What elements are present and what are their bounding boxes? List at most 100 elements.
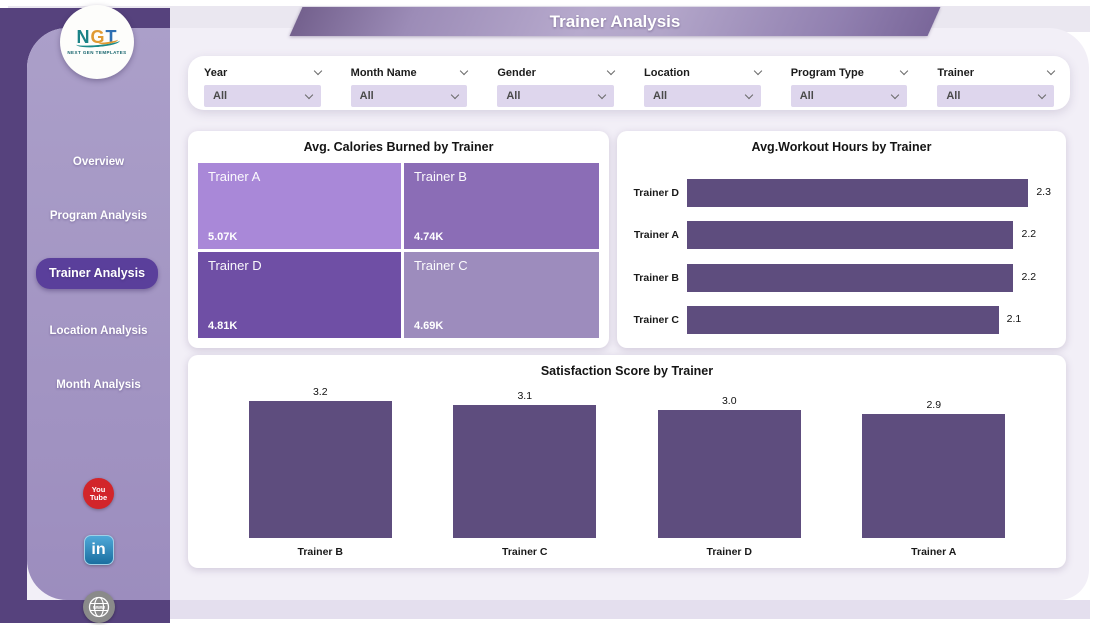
hbar-track: 2.2	[687, 221, 1056, 250]
logo-letter: N	[76, 26, 91, 47]
hbar-bar-trainer-b[interactable]	[687, 263, 1014, 292]
column-plot: 3.2 3.1 3.0 2.9	[218, 385, 1036, 538]
filter-location: Location All	[644, 65, 762, 110]
treemap-cell-value: 4.81K	[208, 320, 238, 332]
filter-header-trainer[interactable]: Trainer	[937, 65, 1056, 80]
youtube-icon-text: Tube	[89, 492, 108, 502]
website-globe-icon[interactable]: www	[82, 591, 115, 623]
chevron-down-icon	[744, 90, 753, 99]
sidebar-item-trainer-analysis[interactable]: Trainer Analysis	[36, 258, 158, 289]
chevron-down-icon	[313, 66, 322, 76]
youtube-icon-text: You	[91, 485, 106, 494]
filter-header-program-type[interactable]: Program Type	[791, 65, 909, 80]
hbar-bar-trainer-a[interactable]	[687, 221, 1014, 250]
hbar-category-label: Trainer B	[633, 271, 679, 284]
treemap-cell-trainer-b[interactable]: Trainer B 4.74K	[403, 163, 599, 249]
hbar-track: 2.3	[687, 179, 1056, 207]
filter-dropdown-trainer[interactable]: All	[937, 85, 1055, 107]
treemap-cell-name: Trainer A	[208, 169, 261, 184]
filter-dropdown-gender[interactable]: All	[497, 85, 615, 107]
linkedin-icon[interactable]: in	[83, 535, 114, 565]
treemap: Trainer A 5.07K Trainer B 4.74K Trainer D 4.8…	[198, 163, 599, 338]
filter-month-name: Month Name All	[350, 65, 469, 110]
ngt-logo: NGT NEXT GEN TEMPLATES	[60, 5, 134, 79]
filter-header-year[interactable]: Year	[204, 65, 322, 80]
hbar-bar-trainer-c[interactable]	[687, 305, 999, 334]
hbar-value-label: 2.1	[1006, 312, 1022, 325]
column-category-label: Trainer B	[297, 546, 344, 558]
svg-text:www: www	[91, 605, 105, 611]
hbar-row-trainer-d: Trainer D 2.3	[629, 179, 1056, 207]
sidebar-item-location-analysis[interactable]: Location Analysis	[49, 325, 148, 337]
column-category-label: Trainer D	[706, 546, 753, 558]
treemap-cell-trainer-a[interactable]: Trainer A 5.07K	[198, 163, 401, 249]
chevron-down-icon	[606, 66, 616, 76]
column-trainer-a: 2.9	[854, 399, 1014, 538]
hbar-plot: Trainer D 2.3 Trainer A 2.2 Trainer B 2.2 Trai…	[629, 179, 1056, 334]
column-value-label: 3.2	[312, 386, 328, 398]
chart-title: Avg.Workout Hours by Trainer	[751, 140, 932, 154]
treemap-cell-trainer-c[interactable]: Trainer C 4.69K	[403, 252, 599, 338]
column-value-label: 2.9	[926, 399, 942, 411]
filter-dropdown-year[interactable]: All	[204, 85, 321, 107]
filter-value: All	[946, 90, 961, 102]
column-bar-trainer-c[interactable]	[453, 405, 597, 538]
treemap-cell-trainer-d[interactable]: Trainer D 4.81K	[198, 252, 401, 338]
column-bar-trainer-a[interactable]	[862, 414, 1006, 538]
hbar-value-label: 2.2	[1021, 270, 1037, 283]
chevron-down-icon	[753, 66, 762, 76]
chevron-down-icon	[900, 66, 909, 76]
filter-label: Location	[644, 66, 690, 79]
hbar-row-trainer-a: Trainer A 2.2	[629, 221, 1056, 250]
column-value-label: 3.1	[517, 390, 533, 402]
filter-year: Year All	[204, 65, 322, 110]
column-axis-labels: Trainer B Trainer C Trainer D Trainer A	[218, 546, 1036, 558]
chevron-down-icon	[891, 90, 900, 99]
column-category-label: Trainer C	[501, 546, 548, 558]
youtube-icon[interactable]: You Tube	[83, 478, 114, 509]
filter-trainer: Trainer All	[937, 65, 1056, 110]
sidebar: Overview Program Analysis Trainer Analysis…	[27, 28, 170, 623]
chevron-down-icon	[304, 90, 313, 99]
filter-value: All	[506, 90, 521, 102]
filter-value: All	[359, 90, 374, 102]
sidebar-nav: Overview Program Analysis Trainer Analysis…	[27, 150, 170, 397]
hbar-row-trainer-b: Trainer B 2.2	[629, 263, 1056, 292]
sidebar-item-overview[interactable]: Overview	[72, 156, 125, 168]
filter-program-type: Program Type All	[790, 65, 909, 110]
chevron-down-icon	[597, 90, 607, 99]
column-trainer-d: 3.0	[649, 395, 809, 538]
calories-treemap-card: Avg. Calories Burned by Trainer Trainer …	[188, 131, 609, 348]
filter-value: All	[799, 90, 814, 102]
workout-hours-bar-card: Avg.Workout Hours by Trainer Trainer D 2.…	[617, 131, 1066, 348]
hbar-value-label: 2.2	[1021, 228, 1037, 241]
column-trainer-b: 3.2	[240, 386, 400, 538]
column-value-label: 3.0	[721, 395, 737, 407]
chevron-down-icon	[1037, 90, 1047, 99]
treemap-cell-value: 5.07K	[208, 231, 238, 243]
filter-bar: Year All Month Name All Gender All Location All…	[188, 56, 1070, 110]
logo-letter: T	[105, 26, 118, 47]
logo-letters: NGT	[76, 26, 118, 47]
sidebar-item-program-analysis[interactable]: Program Analysis	[49, 210, 148, 222]
logo-subtext: NEXT GEN TEMPLATES	[67, 49, 127, 55]
treemap-cell-value: 4.74K	[413, 231, 444, 243]
hbar-bar-trainer-d[interactable]	[687, 179, 1029, 207]
treemap-cell-value: 4.69K	[413, 320, 444, 332]
hbar-category-label: Trainer D	[633, 187, 679, 199]
filter-dropdown-location[interactable]: All	[644, 85, 761, 107]
column-bar-trainer-b[interactable]	[248, 401, 392, 538]
filter-value: All	[653, 90, 668, 102]
filter-label: Year	[204, 66, 228, 79]
filter-header-month-name[interactable]: Month Name	[351, 65, 469, 80]
chart-title: Avg. Calories Burned by Trainer	[303, 140, 494, 154]
page-title-banner: Trainer Analysis	[289, 7, 941, 36]
filter-dropdown-program-type[interactable]: All	[790, 85, 908, 107]
globe-svg: www	[88, 596, 109, 618]
filter-header-gender[interactable]: Gender	[497, 65, 616, 80]
filter-header-location[interactable]: Location	[644, 65, 762, 80]
sidebar-item-month-analysis[interactable]: Month Analysis	[56, 379, 141, 391]
filter-dropdown-month-name[interactable]: All	[350, 85, 468, 107]
column-bar-trainer-d[interactable]	[657, 410, 801, 538]
